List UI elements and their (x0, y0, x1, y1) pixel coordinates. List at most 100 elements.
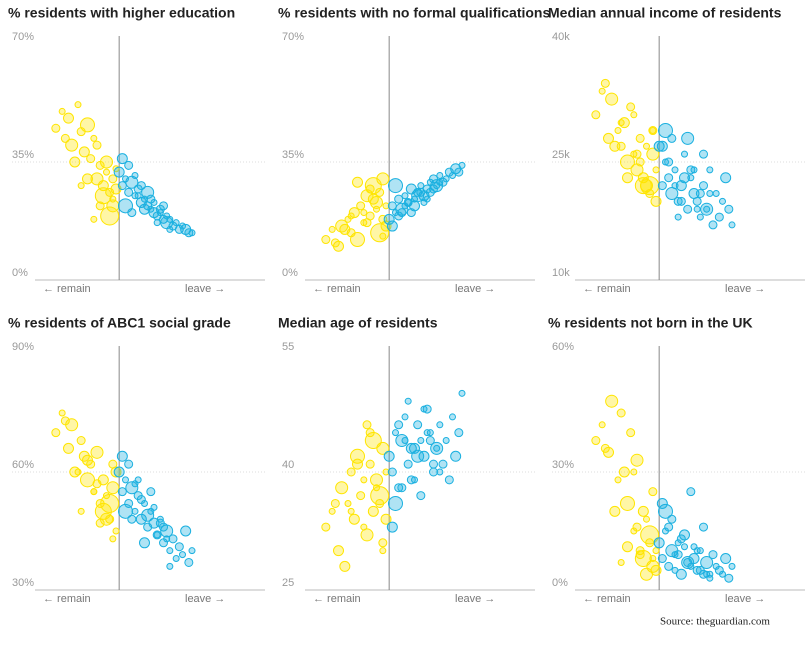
point (458, 161, 466, 169)
point (632, 522, 642, 532)
point (86, 154, 96, 164)
point (330, 238, 340, 248)
point (352, 176, 363, 188)
point (109, 195, 117, 203)
point (450, 450, 462, 462)
x-label: ← remain (583, 593, 631, 605)
point (92, 140, 102, 150)
point (630, 468, 638, 476)
point (699, 522, 708, 532)
point (706, 189, 714, 197)
point (411, 449, 425, 463)
point (643, 515, 650, 523)
point (74, 101, 82, 109)
point (103, 168, 110, 176)
point (150, 503, 158, 511)
point (609, 505, 621, 517)
point (82, 173, 93, 185)
point (695, 188, 705, 198)
point (406, 475, 416, 485)
point (728, 221, 736, 229)
point (690, 166, 698, 174)
chart-title: Median age of residents (278, 315, 438, 331)
y-tick-label: 55 (282, 341, 294, 353)
point (454, 428, 464, 438)
point (671, 166, 679, 174)
point (134, 192, 142, 200)
point (124, 498, 134, 508)
point (155, 204, 165, 214)
point (438, 459, 448, 469)
y-tick-label: 30% (552, 459, 574, 471)
x-label: leave → (725, 593, 765, 605)
point (634, 177, 652, 195)
point (146, 487, 156, 497)
point (388, 495, 403, 511)
point (328, 507, 336, 515)
point (113, 466, 125, 478)
y-tick-label: 0% (12, 267, 28, 279)
y-tick-label: 60% (552, 341, 574, 353)
point (188, 547, 196, 555)
x-label: ← remain (583, 283, 631, 295)
point (103, 492, 110, 500)
point (388, 178, 403, 194)
point (387, 467, 397, 477)
point (348, 207, 360, 219)
point (360, 476, 368, 484)
point (436, 421, 444, 429)
point (370, 473, 383, 487)
point (401, 192, 409, 200)
point (397, 483, 407, 493)
point (643, 142, 650, 150)
point (657, 181, 667, 191)
point (58, 107, 66, 115)
point (117, 487, 127, 497)
point (100, 512, 113, 526)
point (92, 479, 102, 489)
point (429, 459, 438, 469)
point (63, 112, 74, 124)
point (635, 157, 645, 167)
point (112, 527, 120, 535)
point (699, 181, 708, 191)
point (618, 466, 630, 478)
point (63, 442, 74, 454)
point (362, 420, 372, 430)
point (350, 232, 365, 248)
point (184, 557, 194, 567)
point (370, 223, 390, 243)
point (423, 429, 431, 437)
point (674, 213, 682, 221)
point (605, 92, 619, 106)
point (649, 555, 657, 563)
point (367, 505, 379, 517)
point (401, 202, 409, 210)
point (365, 459, 375, 469)
point (376, 172, 390, 186)
point (425, 187, 435, 197)
x-label: ← remain (313, 593, 361, 605)
point (153, 219, 161, 227)
point (675, 568, 687, 580)
point (150, 198, 158, 206)
point (720, 172, 732, 184)
point (416, 491, 426, 501)
point (436, 171, 444, 179)
y-tick-label: 35% (282, 149, 304, 161)
point (118, 503, 133, 519)
point (339, 560, 351, 572)
source: Source: theguardian.com (660, 616, 770, 628)
point (409, 442, 420, 454)
point (617, 119, 625, 127)
point (378, 538, 388, 548)
point (333, 545, 344, 557)
point (109, 535, 117, 543)
chart-title: Median annual income of residents (548, 5, 782, 21)
y-tick-label: 40 (282, 459, 294, 471)
point (124, 160, 134, 170)
point (433, 444, 441, 452)
point (77, 507, 85, 515)
point (411, 189, 425, 203)
